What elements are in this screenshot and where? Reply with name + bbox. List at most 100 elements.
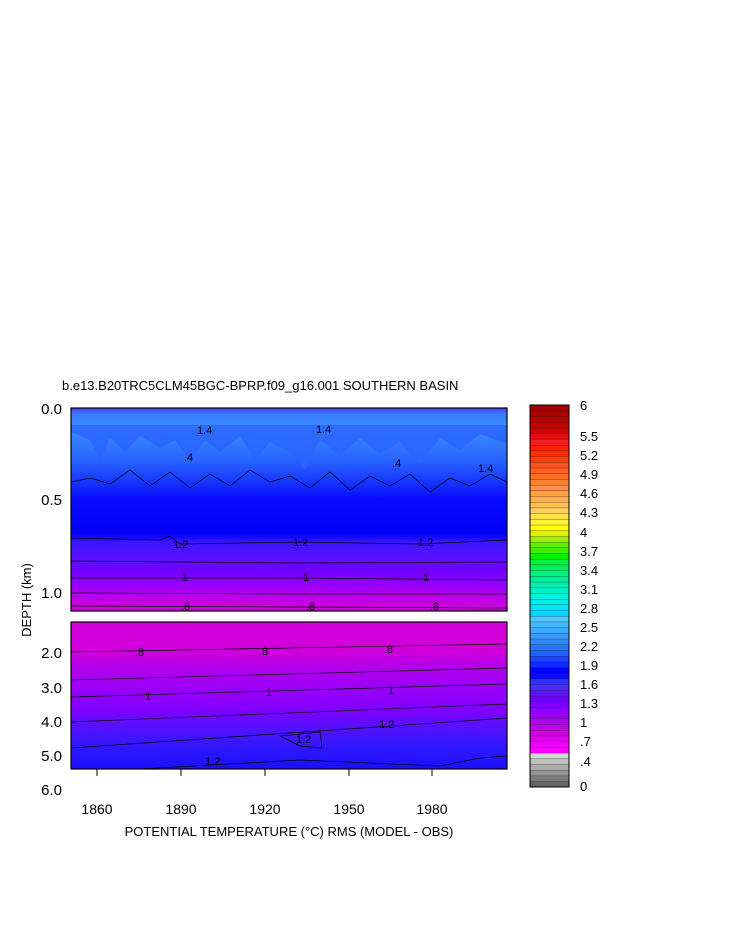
lower-contour-line [70,717,508,749]
colorbar-swatch [529,564,570,571]
upper-contour-line [71,577,508,581]
colorbar-swatch [529,729,570,737]
contour-label: 1.2 [293,537,308,549]
colorbar-swatch [529,610,570,617]
colorbar-swatch [529,439,570,446]
colorbar-swatch [529,541,570,548]
contour-label: 1.4 [197,425,212,437]
colorbar-label: 2.8 [580,601,598,616]
colorbar-label: 4 [580,525,587,540]
contour-label: .4 [392,458,401,470]
colorbar-swatch [529,593,570,600]
contour-label: 1.2 [205,756,220,768]
lower-contour-line [70,643,508,653]
colorbar-swatch [529,638,570,645]
contour-label: 1 [303,572,309,584]
contour-label: 1.2 [296,734,311,746]
colorbar [529,404,570,788]
colorbar-swatch [529,684,570,691]
colorbar-swatch [529,587,570,594]
contour-label: .8 [384,644,393,656]
x-axis-title: POTENTIAL TEMPERATURE (°C) RMS (MODEL - … [125,824,454,839]
colorbar-swatch [529,615,570,623]
y-tick-label: 3.0 [41,680,62,697]
colorbar-swatch [529,667,570,674]
colorbar-swatch [529,724,570,731]
contour-label: 1.2 [418,537,433,549]
contour-label: 1 [266,687,272,699]
colorbar-label: 1.9 [580,658,598,673]
colorbar-label: 4.9 [580,467,598,482]
y-tick-label: 6.0 [41,782,62,799]
y-axis-lower: 2.0 3.0 4.0 5.0 6.0 [41,645,62,799]
chart-title: b.e13.B20TRC5CLM45BGC-BPRP.f09_g16.001 S… [62,378,458,393]
y-tick-label: 0.5 [41,492,62,509]
colorbar-label: 4.3 [580,505,598,520]
colorbar-swatch [529,672,570,680]
colorbar-swatch [529,575,570,583]
colorbar-label: 2.2 [580,639,598,654]
lower-panel-frame [70,621,508,770]
contour-label: 1 [388,685,394,697]
colorbar-swatch [529,661,570,668]
colorbar-label: .4 [580,754,591,769]
colorbar-swatch [529,558,570,566]
colorbar-swatch [529,775,570,782]
colorbar-swatch [529,764,570,771]
contour-label: 1 [423,572,429,584]
colorbar-label: 3.7 [580,544,598,559]
colorbar-swatch [529,518,570,526]
colorbar-swatch [529,507,570,514]
lower-contour-line [70,703,508,723]
colorbar-swatch [529,444,570,452]
colorbar-frame [529,404,570,788]
contour-label: 1.2 [173,539,188,551]
upper-contour-line [70,605,508,609]
colorbar-swatch [529,712,570,720]
colorbar-swatch [529,524,570,531]
contour-label: .8 [181,601,190,613]
colorbar-swatch [529,530,570,537]
colorbar-swatch [529,627,570,634]
upper-contour-labels: .4 1.4 1.4 .4 1.4 1.2 1.2 1.2 1 1 1 .8 .… [173,424,493,613]
colorbar-swatch [529,758,570,765]
colorbar-swatch [529,473,570,480]
colorbar-swatch [529,484,570,491]
colorbar-swatch [529,752,570,759]
colorbar-swatch [529,621,570,628]
contour-label: .8 [430,601,439,613]
colorbar-swatch [529,553,570,560]
lower-panel-fill [71,622,507,769]
y-tick-label: 0.0 [41,401,62,418]
colorbar-swatch [529,632,570,640]
x-tick-label: 1920 [249,801,280,817]
colorbar-swatch [529,781,570,788]
lower-contour-line [70,683,508,698]
colorbar-label: 4.6 [580,486,598,501]
upper-contour-line [70,592,507,595]
colorbar-swatch [529,581,570,588]
contour-label: .8 [306,601,315,613]
colorbar-swatch [529,650,570,657]
colorbar-swatch [529,467,570,474]
contour-label: 1 [145,691,151,703]
colorbar-swatch [529,746,570,754]
colorbar-label: 0 [580,779,587,794]
colorbar-swatch [529,490,570,497]
colorbar-swatch [529,769,570,777]
colorbar-label: 6 [580,398,587,413]
colorbar-label: .7 [580,734,591,749]
upper-contour-line [70,535,508,545]
colorbar-swatch [529,427,570,434]
x-tick-label: 1890 [165,801,196,817]
y-tick-label: 1.0 [41,585,62,602]
contour-label: 1.2 [379,719,394,731]
colorbar-swatch [529,404,570,412]
colorbar-swatch [529,741,570,748]
upper-panel: .4 1.4 1.4 .4 1.4 1.2 1.2 1.2 1 1 1 .8 .… [70,407,508,613]
colorbar-swatch [529,450,570,457]
colorbar-swatch [529,695,570,702]
colorbar-swatch [529,655,570,663]
lower-contour-line [70,667,508,681]
lower-contour-labels: .8 .8 .8 1 1 1 1.2 1.2 1.2 [135,644,394,768]
